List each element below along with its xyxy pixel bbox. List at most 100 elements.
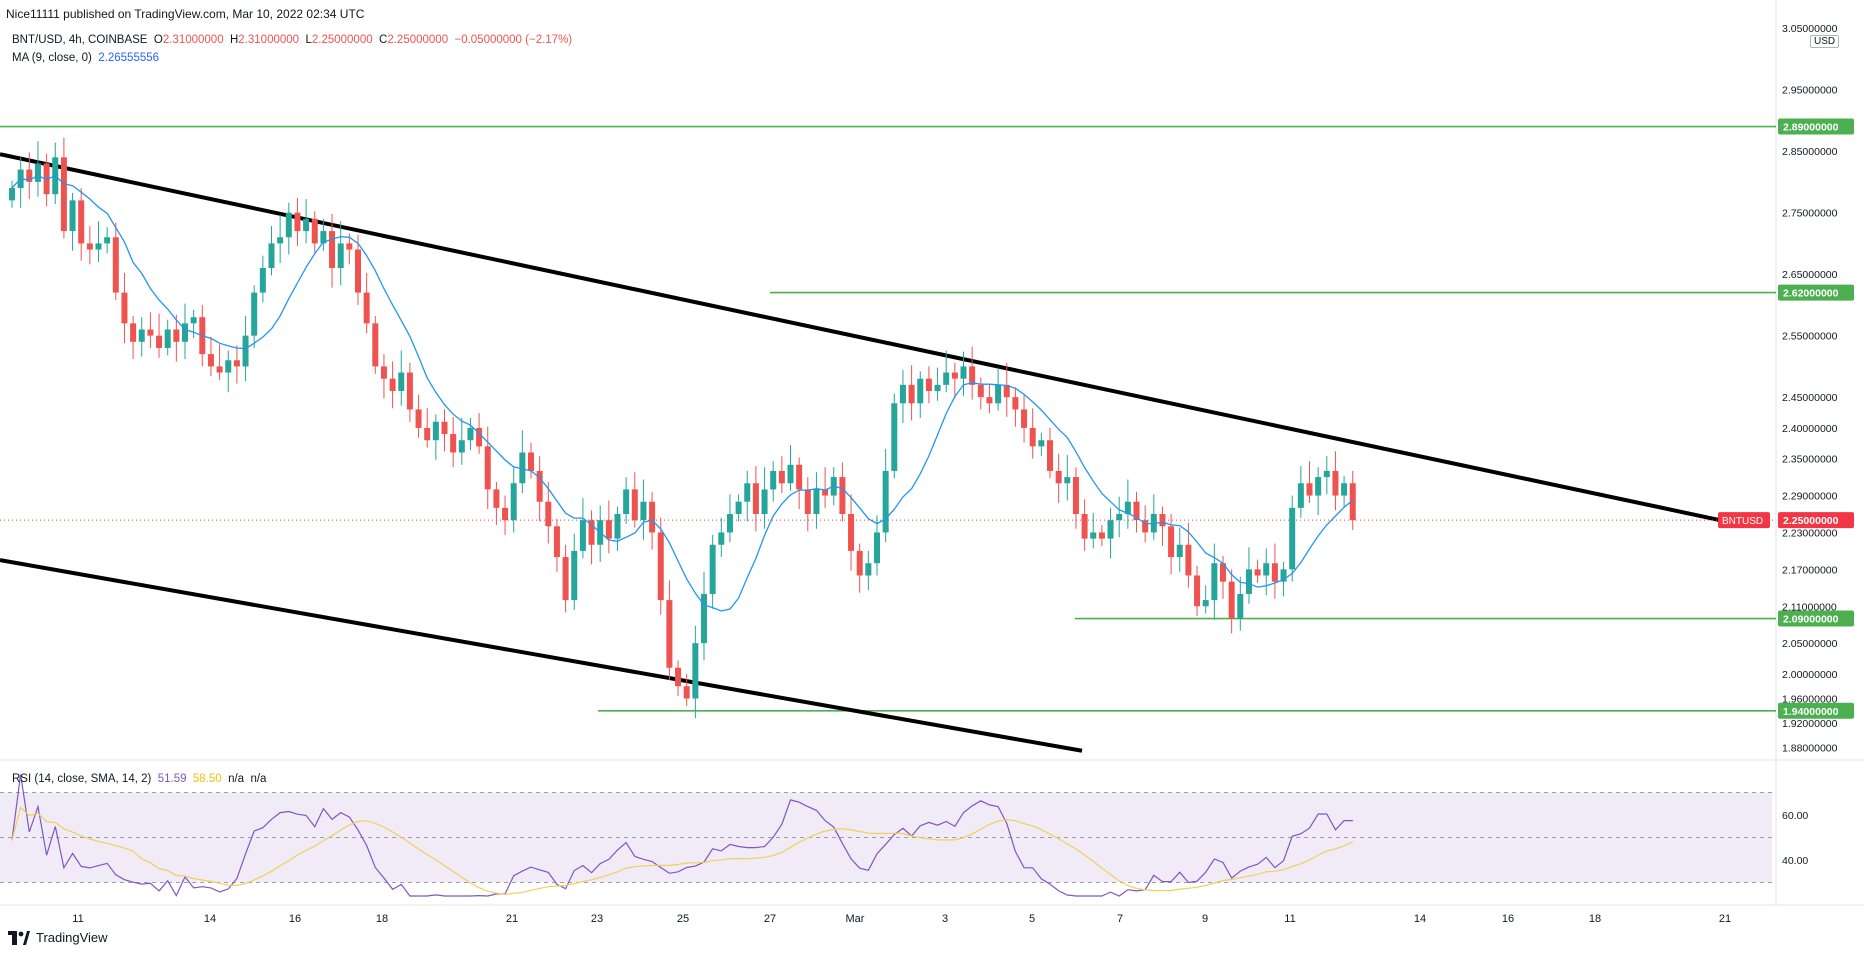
candle-body	[1124, 501, 1131, 514]
candle-body	[1081, 514, 1088, 539]
candle-body	[1220, 563, 1226, 582]
time-tick-label: 23	[591, 913, 603, 925]
candle-body	[640, 501, 647, 521]
candle-body	[510, 483, 517, 521]
price-tick-label: 2.35000000	[1782, 454, 1838, 466]
candle-body	[718, 532, 725, 545]
candle-body	[726, 514, 733, 533]
candle-body	[173, 329, 180, 342]
price-tick-label: 2.55000000	[1782, 331, 1838, 343]
candle-body	[899, 384, 906, 404]
candle-body	[631, 489, 638, 521]
candle-body	[156, 335, 163, 348]
candle-body	[1107, 520, 1114, 539]
time-tick-label: 21	[506, 913, 518, 925]
candle-body	[519, 452, 526, 484]
candle-body	[104, 237, 111, 244]
price-tick-label: 2.75000000	[1782, 208, 1838, 220]
current-price-label: 2.25000000	[1783, 515, 1839, 527]
price-tick-label: 1.88000000	[1782, 743, 1838, 755]
candle-body	[960, 366, 967, 379]
candle-body	[1280, 569, 1287, 582]
candle-body	[735, 501, 742, 514]
candle-body	[398, 372, 405, 391]
time-tick-label: 14	[204, 913, 216, 925]
candle-body	[1245, 569, 1252, 594]
candle-body	[1323, 470, 1330, 478]
symbol-tag-label: BNTUSD	[1722, 516, 1763, 527]
time-tick-label: 11	[72, 913, 83, 925]
candle-body	[363, 292, 370, 324]
candle-body	[233, 360, 240, 367]
level-price-tag	[1778, 610, 1854, 627]
tradingview-logo[interactable]: TradingView	[8, 930, 108, 945]
candle-body	[26, 169, 33, 182]
candle-body	[484, 446, 491, 490]
candle-body	[986, 397, 993, 404]
candle-body	[207, 354, 214, 367]
level-price-label: 1.94000000	[1783, 706, 1839, 718]
change-value: −0.05000000 (−2.17%)	[454, 34, 573, 46]
candle-body	[778, 470, 785, 484]
rsi-tick-label: 60.00	[1782, 810, 1808, 822]
candle-body	[1012, 397, 1019, 410]
candle-body	[683, 686, 690, 699]
price-tick-label: 2.05000000	[1782, 638, 1838, 650]
candle-body	[1263, 563, 1270, 576]
candle-body	[112, 237, 119, 293]
low-value: 2.25000000	[311, 34, 373, 46]
candle-body	[337, 243, 344, 268]
channel-lower-line	[0, 558, 1083, 753]
publish-caption: Nice11111 published on TradingView.com, …	[6, 7, 365, 21]
level-price-tag	[1778, 118, 1854, 135]
rsi-value: 51.59	[157, 773, 187, 785]
time-tick-label: 9	[1202, 913, 1208, 925]
price-tick-label: 2.11000000	[1782, 601, 1837, 613]
candle-body	[147, 329, 154, 336]
candle-body	[701, 593, 707, 644]
candle-body	[1116, 514, 1123, 521]
candle-body	[1176, 544, 1183, 558]
candle-body	[130, 323, 137, 342]
candle-body	[467, 427, 474, 441]
candle-body	[528, 452, 534, 471]
rsi-tick-label: 40.00	[1782, 855, 1808, 867]
rsi-na-1: n/a	[228, 773, 245, 785]
price-tick-label: 2.00000000	[1782, 669, 1838, 681]
symbol-line: BNT/USD, 4h, COINBASE	[12, 34, 148, 46]
rsi-legend: RSI (14, close, SMA, 14, 2) 51.59 58.50 …	[12, 773, 266, 785]
time-tick-label: 27	[764, 913, 776, 925]
candle-body	[450, 434, 457, 453]
candle-body	[770, 470, 777, 490]
candle-body	[502, 507, 509, 521]
candle-body	[34, 163, 41, 182]
rsi-line	[11, 774, 1353, 897]
symbol-tag-box	[1718, 512, 1770, 529]
candle-body	[657, 532, 664, 601]
candle-body	[675, 667, 682, 687]
time-tick-label: 25	[677, 913, 689, 925]
candle-body	[744, 483, 751, 502]
candle-body	[856, 550, 863, 576]
candle-body	[225, 360, 232, 373]
close-label: C	[379, 34, 388, 46]
candle-body	[1055, 470, 1062, 484]
candle-body	[329, 231, 336, 268]
candle-body	[441, 421, 448, 435]
candle-body	[216, 366, 223, 373]
candle-body	[311, 218, 318, 244]
time-tick-label: 14	[1414, 913, 1426, 925]
candle-body	[389, 378, 396, 391]
candle-body	[882, 470, 889, 533]
rsi-band	[0, 792, 1772, 883]
price-tick-label: 2.95000000	[1782, 85, 1838, 97]
currency-badge[interactable]: USD	[1810, 35, 1840, 48]
candle-body	[1211, 563, 1218, 601]
price-tick-label: 2.65000000	[1782, 269, 1838, 281]
ma-legend: MA (9, close, 0) 2.26555556	[12, 52, 159, 64]
candle-body	[372, 323, 379, 367]
candle-body	[1064, 477, 1071, 484]
time-tick-label: 16	[289, 913, 301, 925]
candle-body	[1315, 477, 1322, 496]
